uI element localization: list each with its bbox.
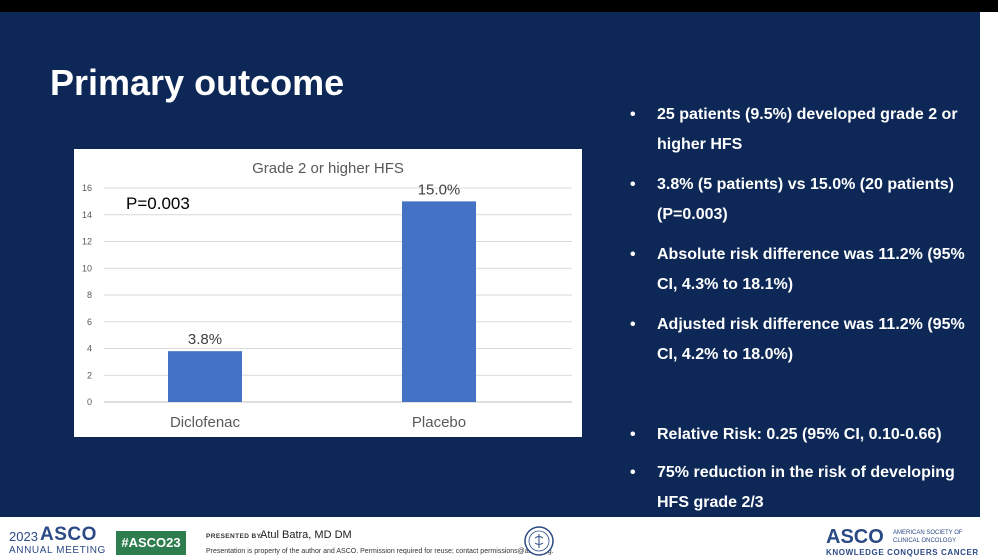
bullet-text: 3.8% (5 patients) vs 15.0% (20 patients)…: [657, 176, 954, 223]
bullet-text: Relative Risk: 0.25 (95% CI, 0.10-0.66): [657, 426, 942, 443]
society-line-2: CLINICAL ONCOLOGY: [893, 538, 957, 544]
y-tick-label: 8: [87, 290, 92, 300]
footer-asco-logo-right: ASCO: [826, 526, 884, 548]
bullet-dot-icon: •: [630, 246, 636, 263]
bar: [168, 351, 242, 402]
y-tick-label: 16: [82, 183, 92, 193]
top-black-bar: [0, 0, 998, 12]
y-tick-label: 2: [87, 370, 92, 380]
slide-title: Primary outcome: [50, 62, 345, 103]
bullet-text: 75% reduction in the risk of developing …: [657, 464, 955, 511]
bullet-list: • 25 patients (9.5%) developed grade 2 or…: [630, 106, 965, 511]
y-tick-label: 6: [87, 317, 92, 327]
bar-data-label: 3.8%: [188, 331, 222, 348]
p-value-annotation: P=0.003: [126, 194, 190, 213]
footer-disclaimer: Presentation is property of the author a…: [206, 548, 554, 555]
category-label: Placebo: [412, 414, 466, 431]
bullet-dot-icon: •: [630, 464, 636, 481]
society-line-1: AMERICAN SOCIETY OF: [893, 530, 963, 536]
y-tick-label: 10: [82, 263, 92, 273]
bullet-dot-icon: •: [630, 316, 636, 333]
bullet-text: Absolute risk difference was 11.2% (95% …: [657, 246, 965, 293]
y-tick-label: 12: [82, 237, 92, 247]
y-tick-label: 14: [82, 210, 92, 220]
bullet-text: Adjusted risk difference was 11.2% (95% …: [657, 316, 965, 363]
bar-chart: Grade 2 or higher HFS 0 2 4 6 8 10 12 14 16 3.8% Di…: [74, 149, 582, 437]
presented-by-label: PRESENTED BY:: [206, 533, 264, 540]
bar-chart-svg: Grade 2 or higher HFS 0 2 4 6 8 10 12 14 16 3.8% Di…: [82, 160, 572, 431]
footer-tagline: KNOWLEDGE CONQUERS CANCER: [826, 548, 979, 557]
category-label: Diclofenac: [170, 414, 241, 431]
y-tick-label: 0: [87, 397, 92, 407]
bullet-dot-icon: •: [630, 106, 636, 123]
institution-seal-icon: [524, 526, 554, 556]
footer-meeting: ANNUAL MEETING: [9, 545, 106, 556]
footer-year: 2023: [9, 529, 38, 544]
bullet-dot-icon: •: [630, 426, 636, 443]
presenter-name: Atul Batra, MD DM: [260, 529, 352, 541]
bullet-text: 25 patients (9.5%) developed grade 2 or …: [657, 106, 958, 153]
chart-title: Grade 2 or higher HFS: [252, 160, 404, 177]
footer-asco-logo: ASCO: [40, 524, 97, 545]
bullet-dot-icon: •: [630, 176, 636, 193]
bar-data-label: 15.0%: [418, 181, 461, 198]
hashtag-badge: #ASCO23: [116, 531, 186, 555]
right-edge-strip: [980, 12, 998, 517]
y-tick-label: 4: [87, 344, 92, 354]
bar: [402, 201, 476, 402]
